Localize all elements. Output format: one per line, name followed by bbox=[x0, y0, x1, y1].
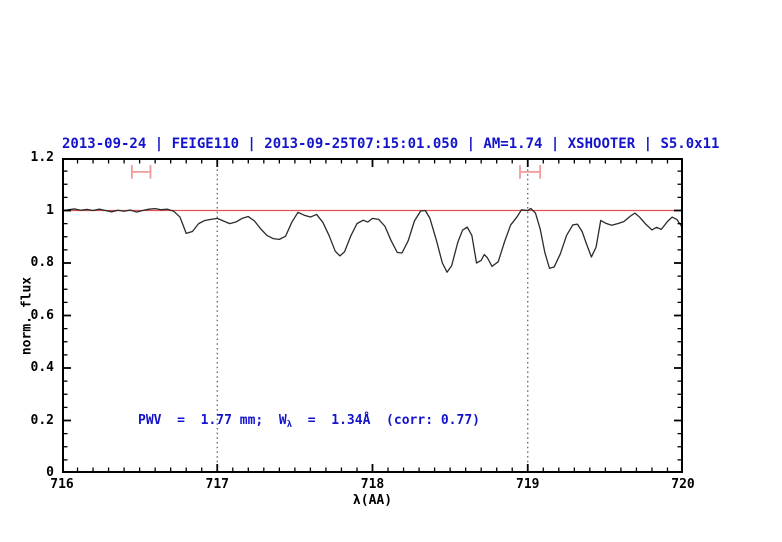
y-tick-label: 1.2 bbox=[30, 150, 54, 165]
y-tick-label: 0.4 bbox=[30, 360, 54, 375]
x-tick-label: 720 bbox=[671, 477, 695, 492]
pwv-annotation: PWV = 1.77 mm; Wλ = 1.34Å (corr: 0.77) bbox=[138, 413, 480, 430]
x-tick-label: 716 bbox=[50, 477, 74, 492]
plot-area: PWV = 1.77 mm; Wλ = 1.34Å (corr: 0.77) bbox=[62, 158, 683, 473]
spectrum-line bbox=[62, 207, 683, 273]
x-tick-label: 718 bbox=[360, 477, 385, 492]
plot-canvas bbox=[62, 158, 683, 473]
annotation-text-post: = 1.34Å (corr: 0.77) bbox=[292, 413, 480, 428]
x-tick-label: 719 bbox=[516, 477, 540, 492]
y-tick-label: 0.2 bbox=[30, 412, 54, 428]
y-tick-label: 1 bbox=[46, 202, 54, 218]
axes-frame bbox=[62, 158, 683, 473]
y-tick-label: 0.8 bbox=[30, 255, 54, 270]
y-tick-label: 0 bbox=[46, 465, 54, 480]
y-tick-label: 0.6 bbox=[30, 307, 54, 323]
annotation-text-pre: PWV = 1.77 mm; W bbox=[138, 413, 287, 428]
x-axis-label: λ(AA) bbox=[352, 493, 393, 508]
annotation-lambda-subscript: λ bbox=[286, 420, 293, 430]
plot-title: 2013-09-24 | FEIGE110 | 2013-09-25T07:15… bbox=[62, 136, 720, 152]
x-tick-label: 717 bbox=[205, 477, 229, 492]
